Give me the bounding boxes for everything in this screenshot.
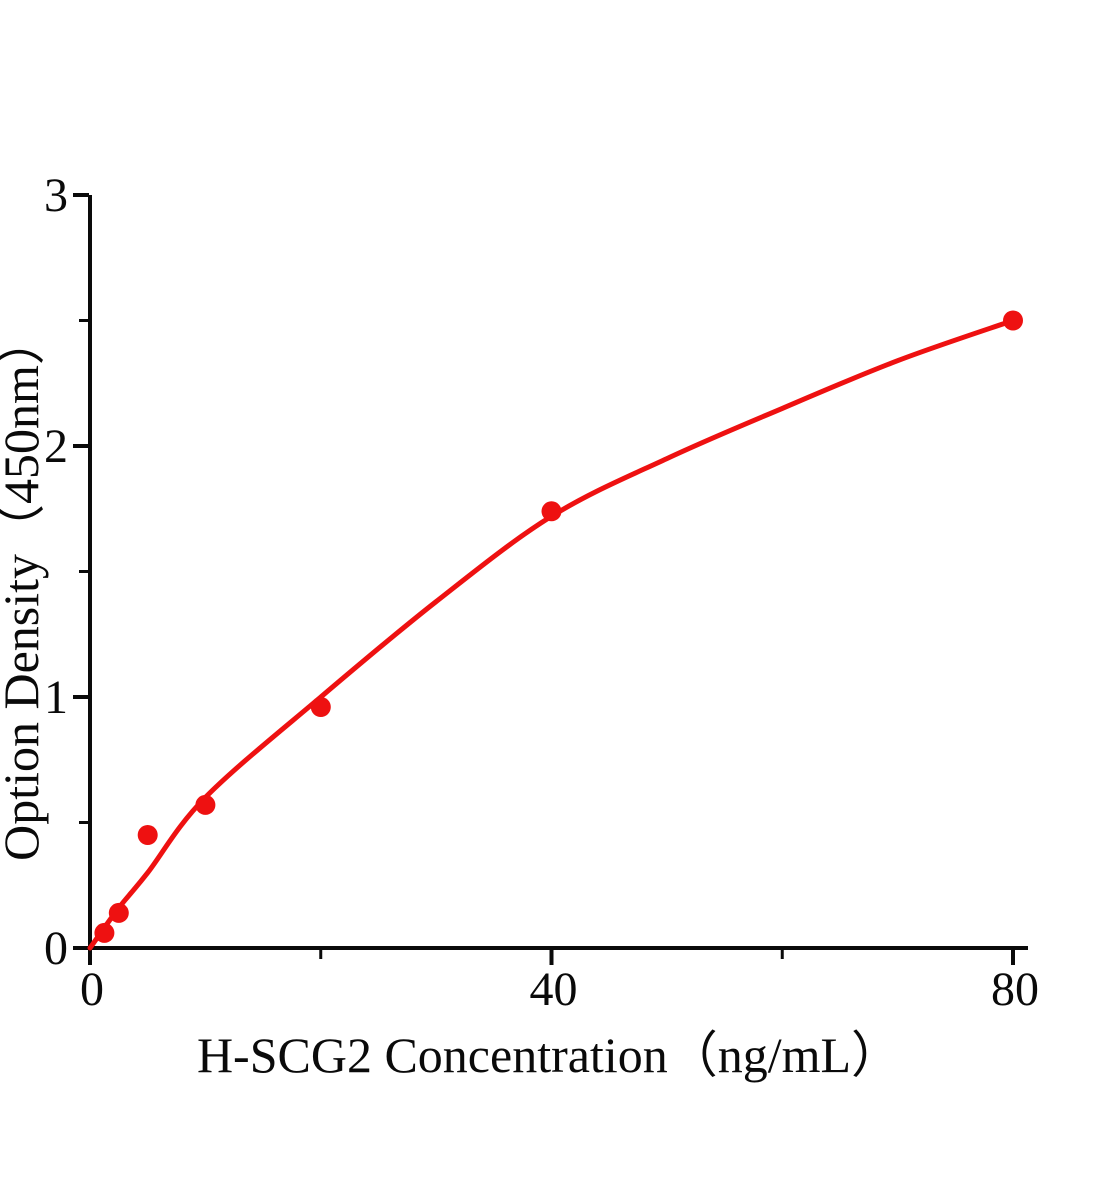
y-axis-title: Option Density（450nm） [0, 315, 49, 861]
axes [88, 195, 1028, 950]
x-axis-title: H-SCG2 Concentration（ng/mL） [197, 1027, 901, 1083]
data-point [310, 697, 331, 717]
x-tick-label: 40 [530, 963, 578, 1016]
data-point [1003, 310, 1023, 331]
y-tick-label: 3 [44, 169, 68, 222]
x-tick-label: 0 [80, 963, 104, 1016]
tick-labels: 0 1 2 3 0 40 80 [44, 169, 1039, 1016]
data-point [137, 825, 158, 845]
data-point [94, 922, 115, 943]
data-point [195, 794, 216, 815]
y-tick-label: 1 [44, 671, 68, 724]
axis-ticks [73, 193, 1015, 965]
x-tick-label: 80 [991, 963, 1039, 1016]
data-point [108, 902, 129, 923]
y-tick-label: 2 [44, 420, 68, 473]
y-tick-label: 0 [44, 922, 68, 975]
data-points [94, 310, 1023, 943]
fit-curve [87, 318, 1016, 951]
data-point [541, 501, 562, 522]
